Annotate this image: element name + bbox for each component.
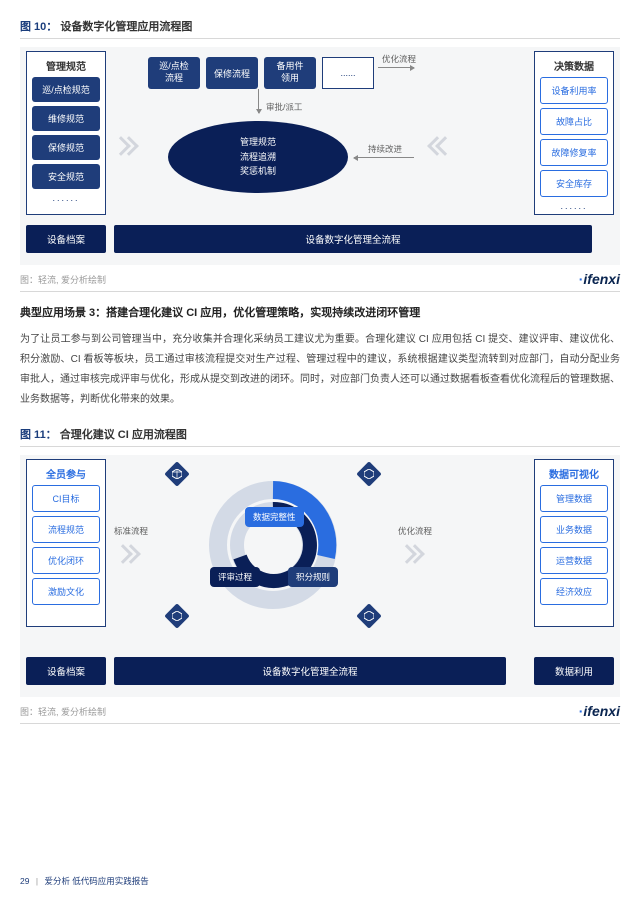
fig10-left-item: 巡/点检规范	[32, 77, 100, 102]
fig11-right-label: 优化流程	[398, 525, 432, 537]
section-heading: 典型应用场景 3：搭建合理化建议 CI 应用，优化管理策略，实现持续改进闭环管理	[20, 304, 620, 320]
fig10-left-item: 保修规范	[32, 135, 100, 160]
chevron-left-icon	[424, 133, 454, 159]
fig10-right-col: 决策数据 设备利用率 故障占比 故障修复率 安全库存 ......	[534, 51, 614, 215]
fig10-topbox: 保修流程	[206, 57, 258, 89]
body-paragraph: 为了让员工参与到公司管理当中，充分收集并合理化采纳员工建议尤为重要。合理化建议 …	[20, 330, 620, 410]
caption-text: 图：轻流, 爱分析绘制	[20, 705, 106, 718]
fig10-bottom-left: 设备档案	[26, 225, 106, 253]
fig11-right-item: 业务数据	[540, 516, 608, 543]
fig11-left-item: 流程规范	[32, 516, 100, 543]
cube-icon	[356, 603, 381, 628]
fig10-right-item: 故障占比	[540, 108, 608, 135]
page-number: 29	[20, 876, 29, 886]
figure11-title: 图 11： 合理化建议 CI 应用流程图	[20, 420, 620, 447]
fig11-bottom-right: 数据利用	[534, 657, 614, 685]
fig10-right-header: 决策数据	[540, 58, 608, 77]
figure10-title: 图 10： 设备数字化管理应用流程图	[20, 12, 620, 39]
ellipsis: ......	[32, 193, 100, 203]
fig10-bottom-main: 设备数字化管理全流程	[114, 225, 592, 253]
ellipse-line: 流程追溯	[240, 150, 276, 164]
doc-title: 爱分析 低代码应用实践报告	[44, 876, 148, 886]
figure11-diagram: 全员参与 CI目标 流程规范 优化闭环 激励文化 标准流程 数据完整性 评审过程…	[20, 455, 620, 697]
fig11-right-item: 经济效应	[540, 578, 608, 605]
fig10-topbox: 备用件 领用	[264, 57, 316, 89]
fig11-bottom-left: 设备档案	[26, 657, 106, 685]
figure10-diagram: 管理规范 巡/点检规范 维修规范 保修规范 安全规范 ...... 巡/点检 流…	[20, 47, 620, 265]
figure10-caption: 图：轻流, 爱分析绘制 ·ifenxi	[20, 265, 620, 292]
brand-logo: ·ifenxi	[579, 703, 620, 719]
fig11-left-item: 激励文化	[32, 578, 100, 605]
fig11-right-header: 数据可视化	[540, 466, 608, 485]
fig10-step-label: 审批/派工	[266, 101, 302, 113]
fig10-label-topright: 优化流程	[382, 53, 416, 65]
fig11-center-top: 数据完整性	[245, 507, 304, 527]
fig10-ellipse: 管理规范 流程追溯 奖惩机制	[168, 121, 348, 193]
ellipsis: ......	[540, 201, 608, 211]
arrow-down-icon	[258, 89, 259, 113]
cube-icon	[164, 603, 189, 628]
cube-icon	[356, 461, 381, 486]
fig11-left-item: 优化闭环	[32, 547, 100, 574]
donut-chart	[190, 477, 356, 613]
separator: |	[36, 876, 38, 886]
fig11-right-item: 管理数据	[540, 485, 608, 512]
fig10-left-col: 管理规范 巡/点检规范 维修规范 保修规范 安全规范 ......	[26, 51, 106, 215]
caption-text: 图：轻流, 爱分析绘制	[20, 273, 106, 286]
cube-icon	[164, 461, 189, 486]
fig10-left-item: 安全规范	[32, 164, 100, 189]
chevron-right-icon	[398, 541, 428, 567]
fig10-label-right: 持续改进	[368, 143, 402, 155]
fig11-right-item: 运营数据	[540, 547, 608, 574]
arrow-right-icon	[378, 67, 414, 68]
arrow-left-icon	[354, 157, 414, 158]
figure10-title-text: 设备数字化管理应用流程图	[60, 21, 192, 33]
fig10-topbox: 巡/点检 流程	[148, 57, 200, 89]
fig10-left-header: 管理规范	[32, 58, 100, 77]
fig11-center-left: 评审过程	[210, 567, 260, 587]
fig11-bottom-main: 设备数字化管理全流程	[114, 657, 506, 685]
fig10-right-item: 设备利用率	[540, 77, 608, 104]
fig11-left-label: 标准流程	[114, 525, 148, 537]
figure11-number: 图 11：	[20, 429, 57, 441]
fig11-left-header: 全员参与	[32, 466, 100, 485]
fig11-center-right: 积分规则	[288, 567, 338, 587]
fig11-right-col: 数据可视化 管理数据 业务数据 运营数据 经济效应	[534, 459, 614, 627]
brand-logo: ·ifenxi	[579, 271, 620, 287]
chevron-right-icon	[114, 541, 144, 567]
fig10-right-item: 安全库存	[540, 170, 608, 197]
fig10-topbox-more: ......	[322, 57, 374, 89]
chevron-right-icon	[112, 133, 142, 159]
page-footer: 29 | 爱分析 低代码应用实践报告	[20, 875, 149, 887]
ellipse-line: 奖惩机制	[240, 164, 276, 178]
figure10-number: 图 10：	[20, 21, 57, 33]
fig10-right-item: 故障修复率	[540, 139, 608, 166]
fig11-left-item: CI目标	[32, 485, 100, 512]
ellipse-line: 管理规范	[240, 135, 276, 149]
figure11-title-text: 合理化建议 CI 应用流程图	[60, 429, 187, 441]
figure11-caption: 图：轻流, 爱分析绘制 ·ifenxi	[20, 697, 620, 724]
fig10-left-item: 维修规范	[32, 106, 100, 131]
fig11-left-col: 全员参与 CI目标 流程规范 优化闭环 激励文化	[26, 459, 106, 627]
